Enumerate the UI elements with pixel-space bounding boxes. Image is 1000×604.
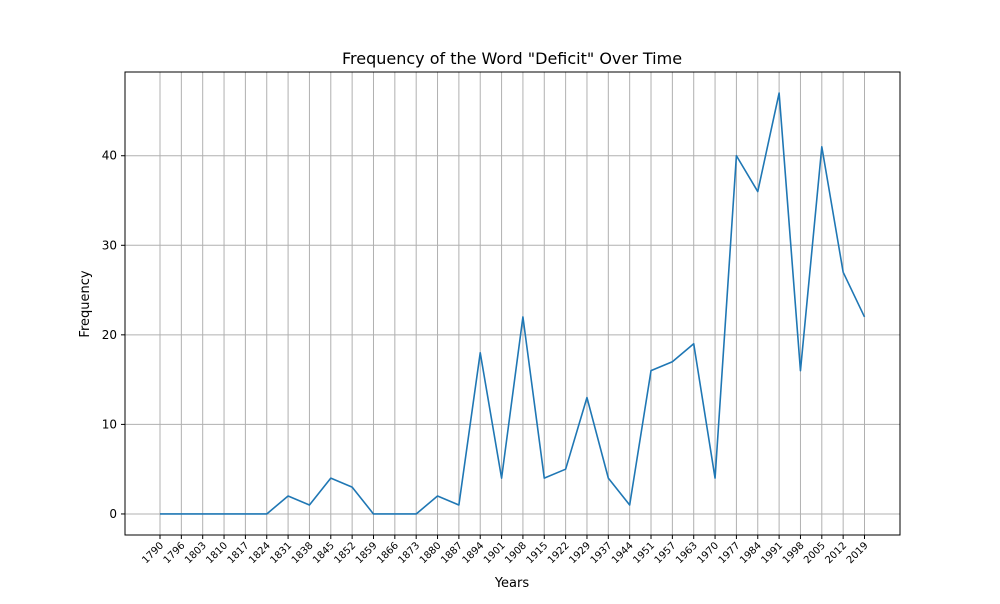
x-tick-label: 1944	[610, 540, 636, 566]
x-tick-label: 2019	[845, 540, 871, 566]
x-tick-label: 1908	[503, 540, 529, 566]
x-tick-label: 1790	[140, 540, 166, 566]
x-tick-label: 1970	[695, 540, 721, 566]
y-tick-label: 20	[102, 328, 117, 342]
x-tick-label: 1984	[738, 540, 764, 566]
y-axis-label: Frequency	[78, 270, 93, 337]
x-tick-label: 1929	[567, 540, 593, 566]
x-tick-label: 1866	[375, 540, 401, 566]
x-tick-label: 1894	[461, 540, 487, 566]
x-tick-label: 1873	[397, 540, 423, 566]
x-tick-label: 1796	[162, 540, 188, 566]
x-axis-ticks: 1790179618031810181718241831183818451852…	[140, 535, 870, 566]
x-tick-label: 2012	[823, 540, 849, 566]
x-tick-label: 1859	[354, 540, 380, 566]
x-tick-label: 1810	[204, 540, 230, 566]
x-tick-label: 1852	[332, 540, 358, 566]
x-tick-label: 1937	[589, 540, 615, 566]
x-tick-label: 1957	[653, 540, 679, 566]
x-tick-label: 1817	[226, 540, 252, 566]
chart-title: Frequency of the Word "Deficit" Over Tim…	[342, 49, 682, 68]
x-tick-label: 1838	[290, 540, 316, 566]
y-tick-label: 30	[102, 238, 117, 252]
y-tick-label: 40	[102, 149, 117, 163]
y-tick-label: 10	[102, 417, 117, 431]
x-tick-label: 1803	[183, 540, 209, 566]
x-tick-label: 1991	[759, 540, 785, 566]
x-tick-label: 1901	[482, 540, 508, 566]
x-tick-label: 1824	[247, 540, 273, 566]
x-tick-label: 1845	[311, 540, 337, 566]
x-tick-label: 1922	[546, 540, 572, 566]
x-tick-label: 1831	[268, 540, 294, 566]
y-tick-label: 0	[109, 507, 117, 521]
x-tick-label: 1887	[439, 540, 465, 566]
x-axis-label: Years	[494, 576, 530, 591]
x-tick-label: 1915	[525, 540, 551, 566]
plot-frame	[125, 72, 900, 535]
x-tick-label: 1963	[674, 540, 700, 566]
y-axis-ticks: 0 10 20 30 40	[102, 149, 125, 521]
x-tick-label: 1977	[717, 540, 743, 566]
x-tick-label: 1998	[781, 540, 807, 566]
x-tick-label: 1951	[631, 540, 657, 566]
x-tick-label: 2005	[802, 540, 828, 566]
x-tick-label: 1880	[418, 540, 444, 566]
grid-lines	[125, 72, 900, 535]
